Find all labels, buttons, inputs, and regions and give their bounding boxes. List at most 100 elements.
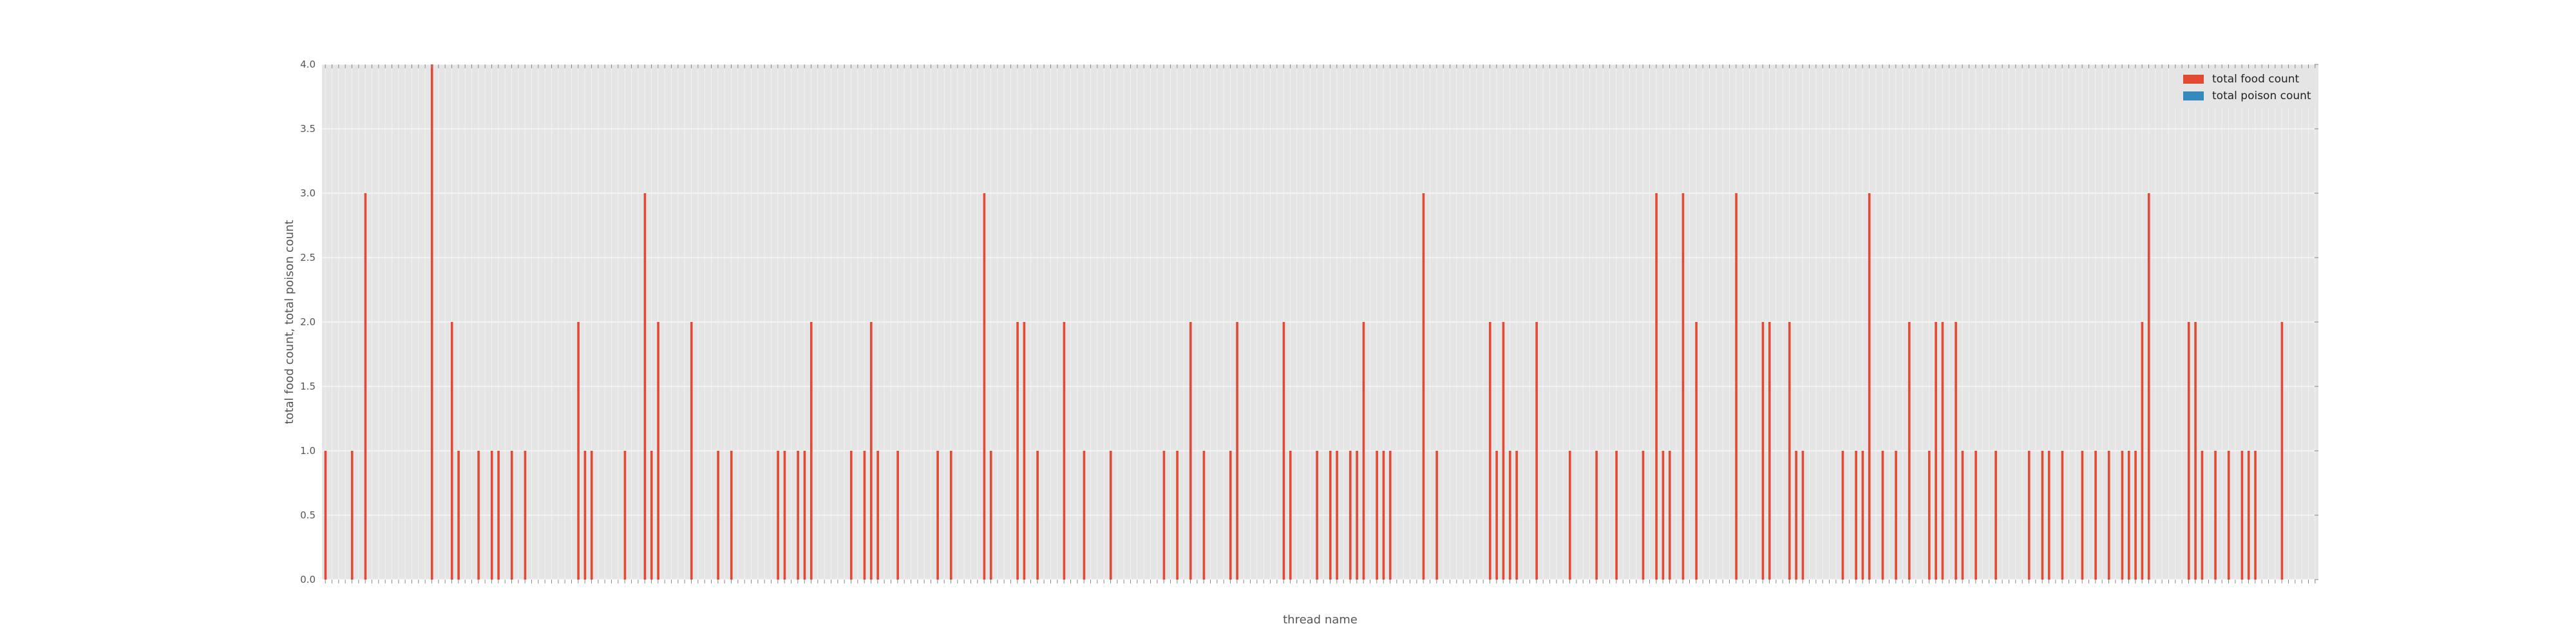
bar-food-count xyxy=(1595,451,1598,580)
bar-food-count xyxy=(2280,322,2284,580)
bar-food-count xyxy=(1735,193,1738,580)
bar-food-count xyxy=(510,451,513,580)
bar-food-count xyxy=(1382,451,1385,580)
x-axis-ticks xyxy=(325,64,2316,583)
bar-food-count xyxy=(1488,322,1492,580)
bar-food-count xyxy=(1681,193,1685,580)
y-tick-label: 2.0 xyxy=(300,316,316,328)
bar-food-count xyxy=(2141,322,2144,580)
bar-food-count xyxy=(1927,451,1931,580)
bar-food-count xyxy=(524,451,527,580)
bar-food-count xyxy=(2027,451,2031,580)
bar-food-count xyxy=(457,451,460,580)
bar-food-count xyxy=(1388,451,1392,580)
bar-food-count xyxy=(797,451,799,580)
bar-food-count xyxy=(1502,322,1505,580)
bar-food-count xyxy=(450,322,453,580)
bar-food-count xyxy=(876,451,879,580)
bar-food-count xyxy=(1162,451,1166,580)
bar-food-count xyxy=(2187,322,2190,580)
y-tick-label: 0.0 xyxy=(300,574,316,585)
bar-food-count xyxy=(1795,451,1797,580)
bar-food-count xyxy=(1349,451,1352,580)
bar-food-count xyxy=(2121,451,2124,580)
bar-food-count xyxy=(1935,322,1937,580)
bar-food-count xyxy=(1229,451,1232,580)
bar-food-count xyxy=(1881,451,1884,580)
bar-food-count xyxy=(1515,451,1518,580)
bar-food-count xyxy=(1422,193,1425,580)
bar-food-count xyxy=(1189,322,1192,580)
bar-food-count xyxy=(896,451,899,580)
bar-food-count xyxy=(1895,451,1897,580)
bar-food-count xyxy=(350,451,354,580)
y-axis-ticks: 0.0 0.5 1.0 1.5 2.0 2.5 3.0 3.5 4.0 xyxy=(300,59,2318,585)
bar-food-count xyxy=(2147,193,2150,580)
bar-food-count xyxy=(1282,322,1285,580)
bar-food-count xyxy=(1662,451,1665,580)
legend: total food count total poison count xyxy=(2174,69,2315,108)
bar-food-count xyxy=(650,451,653,580)
bar-food-count xyxy=(2127,451,2130,580)
bar-food-count xyxy=(364,193,367,580)
y-tick-label: 3.5 xyxy=(300,123,316,135)
bar-food-count xyxy=(657,322,659,580)
bar-food-count xyxy=(1109,451,1112,580)
bar-food-count xyxy=(1615,451,1618,580)
bar-food-count xyxy=(2201,451,2204,580)
bar-food-count xyxy=(1508,451,1511,580)
legend-swatch-food xyxy=(2183,75,2204,84)
bar-food-count xyxy=(1861,451,1864,580)
bar-food-count xyxy=(1975,451,1977,580)
bar-food-count xyxy=(1329,451,1332,580)
bar-food-count xyxy=(1063,322,1066,580)
bar-food-count xyxy=(1236,322,1238,580)
bar-food-count xyxy=(849,451,853,580)
bar-food-count xyxy=(1655,193,1658,580)
bar-food-count xyxy=(989,451,992,580)
bar-food-count xyxy=(1801,451,1804,580)
bar-food-count xyxy=(1668,451,1671,580)
bar-food-count xyxy=(1868,193,1871,580)
bar-food-count xyxy=(1023,322,1026,580)
y-axis-label: total food count, total poison count xyxy=(283,220,296,424)
bar-food-count xyxy=(2227,451,2230,580)
bar-food-count xyxy=(1841,451,1844,580)
legend-label-poison: total poison count xyxy=(2212,90,2311,102)
bar-food-count xyxy=(2214,451,2217,580)
bar-food-count xyxy=(777,451,779,580)
bar-food-count xyxy=(490,451,493,580)
bar-food-count xyxy=(1955,322,1957,580)
bar-food-count xyxy=(577,322,580,580)
bar-food-count xyxy=(783,451,786,580)
bar-food-count xyxy=(1435,451,1438,580)
bar-food-count xyxy=(983,193,986,580)
bar-food-count xyxy=(430,64,433,580)
bar-food-count xyxy=(623,451,627,580)
bar-food-count xyxy=(1535,322,1538,580)
bar-food-count xyxy=(1202,451,1206,580)
y-tick-label: 3.0 xyxy=(300,187,316,199)
bar-food-count xyxy=(1855,451,1857,580)
bar-food-count xyxy=(1289,451,1292,580)
bar-food-count xyxy=(1961,451,1964,580)
bar-food-count xyxy=(936,451,939,580)
bar-food-count xyxy=(643,193,647,580)
bar-food-count xyxy=(477,451,480,580)
y-tick-label: 4.0 xyxy=(300,59,316,70)
bar-food-count xyxy=(869,322,873,580)
bar-food-count xyxy=(1568,451,1571,580)
bar-food-count xyxy=(1376,451,1378,580)
bar-food-count xyxy=(2240,451,2244,580)
bar-food-count xyxy=(1761,322,1765,580)
bar-food-count xyxy=(730,451,733,580)
legend-swatch-poison xyxy=(2183,91,2204,100)
bar-food-count xyxy=(1356,451,1358,580)
bar-food-count xyxy=(2081,451,2084,580)
bar-food-count xyxy=(949,451,952,580)
bar-food-count xyxy=(1788,322,1791,580)
y-tick-label: 1.0 xyxy=(300,445,316,457)
bar-food-count xyxy=(1495,451,1498,580)
bar-food-count xyxy=(2254,451,2257,580)
